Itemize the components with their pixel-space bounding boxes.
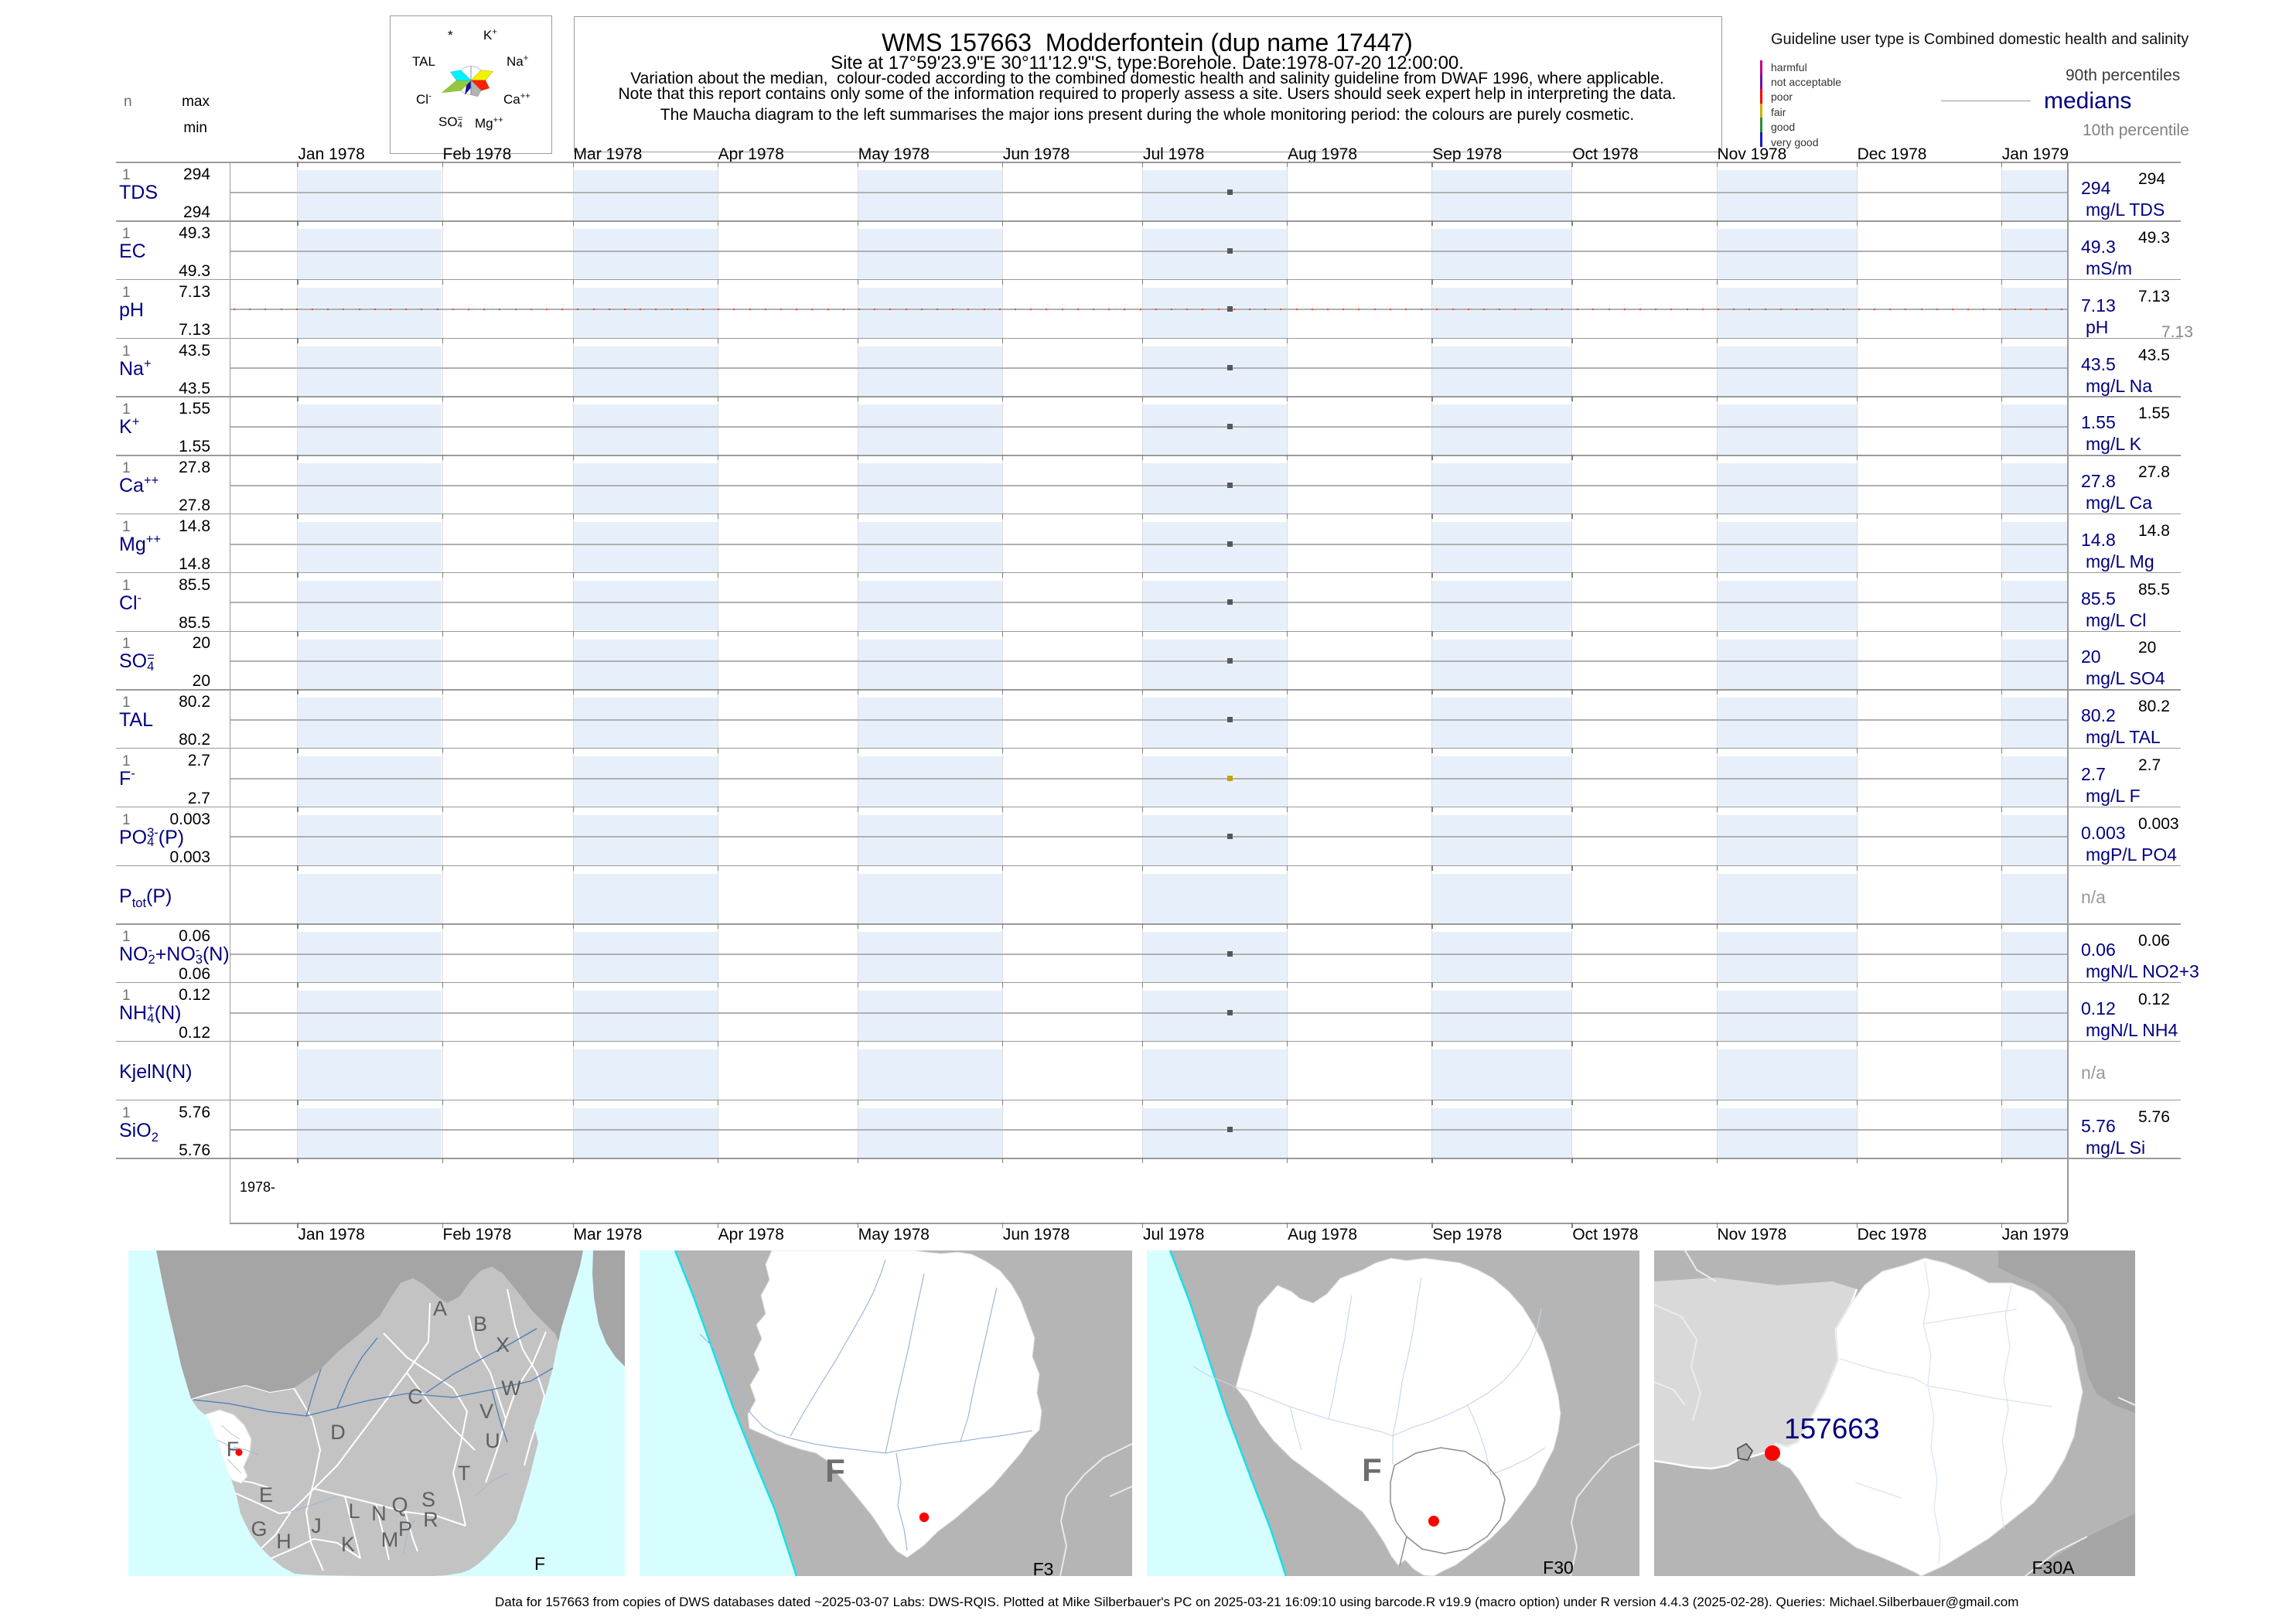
- svg-text:B: B: [473, 1312, 487, 1336]
- svg-text:H: H: [276, 1530, 292, 1553]
- svg-text:F: F: [1362, 1452, 1382, 1488]
- svg-text:V: V: [479, 1400, 493, 1423]
- svg-text:W: W: [501, 1377, 521, 1400]
- svg-text:E: E: [259, 1483, 273, 1506]
- svg-text:T: T: [458, 1462, 471, 1485]
- svg-text:A: A: [433, 1297, 447, 1320]
- svg-text:K: K: [341, 1533, 355, 1556]
- svg-text:L: L: [348, 1499, 360, 1523]
- svg-text:F30A: F30A: [2032, 1557, 2076, 1576]
- svg-text:P: P: [398, 1517, 412, 1540]
- svg-text:F: F: [534, 1554, 545, 1574]
- svg-text:R: R: [423, 1508, 438, 1531]
- svg-text:D: D: [330, 1421, 346, 1444]
- svg-text:F3: F3: [1033, 1559, 1054, 1576]
- svg-text:S: S: [421, 1488, 435, 1511]
- svg-text:157663: 157663: [1784, 1413, 1879, 1445]
- svg-text:X: X: [496, 1333, 510, 1356]
- svg-text:Q: Q: [391, 1493, 408, 1517]
- svg-text:J: J: [311, 1514, 322, 1537]
- svg-text:U: U: [485, 1429, 500, 1452]
- svg-text:N: N: [371, 1502, 387, 1525]
- svg-text:F: F: [227, 1438, 240, 1461]
- svg-text:F: F: [825, 1452, 845, 1489]
- svg-text:G: G: [251, 1517, 267, 1540]
- svg-text:F30: F30: [1543, 1557, 1574, 1576]
- svg-text:C: C: [408, 1385, 423, 1408]
- svg-text:M: M: [381, 1528, 399, 1551]
